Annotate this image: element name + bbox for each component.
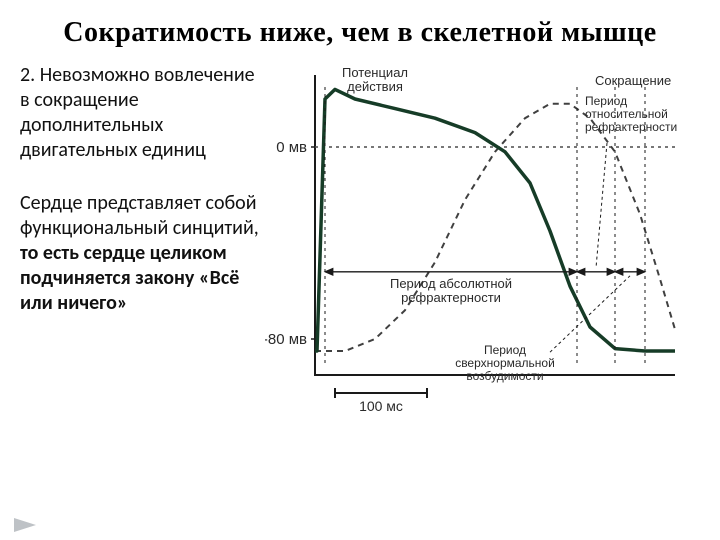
svg-text:рефрактерности: рефрактерности [585,120,677,134]
slide-title: Сократимость ниже, чем в скелетной мышце [0,0,720,59]
svg-text:действия: действия [347,79,403,94]
svg-text:-80 мв: -80 мв [265,331,307,348]
paragraph-2b: то есть сердце целиком подчиняется закон… [20,241,239,315]
paragraph-2a: Сердце представляет собой функциональный… [20,191,259,240]
svg-text:100 мс: 100 мс [359,398,403,414]
svg-text:рефрактерности: рефрактерности [401,290,501,305]
svg-text:возбудимости: возбудимости [466,369,543,383]
chart-container: 0 мв-80 мвПериод абсолютнойрефрактерност… [265,59,705,419]
slide-decor-arrow [14,518,36,532]
paragraph-2: Сердце представляет собой функциональный… [20,191,265,316]
svg-text:сверхнормальной: сверхнормальной [455,356,555,370]
svg-text:Сокращение: Сокращение [595,73,671,88]
svg-text:0 мв: 0 мв [276,139,307,156]
cardiac-ap-chart: 0 мв-80 мвПериод абсолютнойрефрактерност… [265,59,705,419]
svg-text:относительной: относительной [585,107,668,121]
svg-text:Период: Период [585,94,627,108]
svg-text:Период абсолютной: Период абсолютной [390,276,512,291]
paragraph-1: 2. Невозможно вовлечение в сокращение до… [20,63,265,163]
svg-text:Потенциал: Потенциал [342,65,408,80]
svg-text:Период: Период [484,343,526,357]
left-text-column: 2. Невозможно вовлечение в сокращение до… [20,59,265,419]
